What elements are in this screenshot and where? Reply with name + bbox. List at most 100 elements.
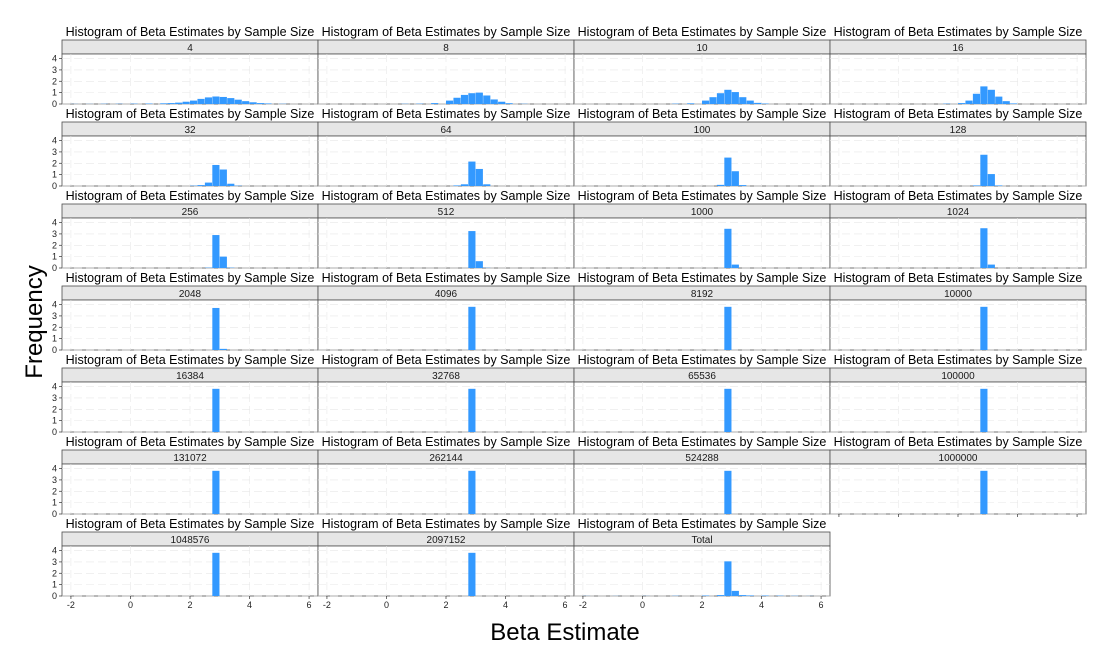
histogram-bar	[227, 98, 235, 104]
histogram-panel: Histogram of Beta Estimates by Sample Si…	[573, 353, 831, 433]
histogram-bar	[219, 348, 227, 350]
histogram-bar	[724, 89, 732, 104]
y-tick-label: 1	[52, 252, 57, 262]
y-tick-label: 3	[52, 65, 57, 75]
y-tick-label: 3	[52, 475, 57, 485]
histogram-bar	[724, 157, 732, 186]
histogram-bar	[995, 185, 1003, 186]
histogram-bar	[739, 185, 747, 186]
histogram-bar	[731, 264, 739, 268]
y-tick-label: 4	[52, 300, 57, 310]
histogram-panel: Histogram of Beta Estimates by Sample Si…	[317, 189, 575, 269]
x-tick-label: 2	[699, 600, 704, 610]
histogram-bar	[475, 168, 483, 186]
facet-label: 16384	[176, 371, 204, 382]
y-tick-label: 4	[52, 136, 57, 146]
panel-title: Histogram of Beta Estimates by Sample Si…	[322, 435, 571, 449]
panel-title: Histogram of Beta Estimates by Sample Si…	[66, 517, 315, 531]
facet-label: 64	[440, 125, 452, 136]
panel-title: Histogram of Beta Estimates by Sample Si…	[578, 25, 827, 39]
histogram-bar	[197, 185, 205, 186]
x-tick-label: 6	[819, 600, 824, 610]
y-tick-label: 2	[52, 76, 57, 86]
facet-label: 4	[187, 43, 193, 54]
histogram-panel: Histogram of Beta Estimates by Sample Si…	[573, 271, 831, 351]
panel-title: Histogram of Beta Estimates by Sample Si…	[834, 25, 1083, 39]
histogram-bar	[468, 470, 476, 514]
histogram-bar	[724, 306, 732, 350]
histogram-bar	[446, 100, 454, 104]
facet-label: 1024	[947, 207, 970, 218]
histogram-bar	[468, 552, 476, 596]
y-tick-label: 2	[52, 486, 57, 496]
histogram-panel: Histogram of Beta Estimates by Sample Si…	[317, 107, 575, 187]
histogram-bar	[987, 264, 995, 268]
facet-label: 16	[952, 43, 964, 54]
histogram-bar	[731, 171, 739, 186]
histogram-panel: Histogram of Beta Estimates by Sample Si…	[573, 25, 831, 105]
histogram-bar	[702, 100, 710, 104]
facet-label: 10000	[944, 289, 972, 300]
histogram-bar	[460, 184, 469, 186]
facet-label: 65536	[688, 371, 716, 382]
histogram-bar	[687, 103, 695, 104]
facet-label: 512	[438, 207, 455, 218]
histogram-bar	[716, 184, 725, 186]
panel-title: Histogram of Beta Estimates by Sample Si…	[322, 353, 571, 367]
x-tick-label: 0	[640, 600, 645, 610]
y-tick-label: 4	[52, 218, 57, 228]
histogram-bar	[212, 552, 220, 596]
y-tick-label: 4	[52, 54, 57, 64]
histogram-bar	[175, 102, 183, 104]
panel-title: Histogram of Beta Estimates by Sample Si…	[322, 189, 571, 203]
y-tick-label: 3	[52, 147, 57, 157]
histogram-bar	[483, 95, 491, 104]
panel-title: Histogram of Beta Estimates by Sample Si…	[578, 353, 827, 367]
histogram-bar	[972, 93, 981, 104]
histogram-bar	[234, 99, 242, 104]
y-tick-label: 2	[52, 158, 57, 168]
histogram-panel: Histogram of Beta Estimates by Sample Si…	[317, 25, 575, 105]
histogram-panel: Histogram of Beta Estimates by Sample Si…	[573, 435, 831, 515]
histogram-panel: Histogram of Beta Estimates by Sample Si…	[829, 353, 1087, 433]
histogram-bar	[746, 100, 754, 104]
panel-title: Histogram of Beta Estimates by Sample Si…	[322, 107, 571, 121]
panel-title: Histogram of Beta Estimates by Sample Si…	[66, 353, 315, 367]
histogram-panel: Histogram of Beta Estimates by Sample Si…	[829, 25, 1087, 105]
x-tick-label: 4	[759, 600, 764, 610]
histogram-bar	[739, 595, 747, 596]
histogram-bar	[468, 306, 476, 350]
histogram-bar	[483, 184, 491, 186]
facet-label: 128	[950, 125, 967, 136]
histogram-bar	[980, 470, 988, 514]
panel-title: Histogram of Beta Estimates by Sample Si…	[66, 107, 315, 121]
histogram-panel: Histogram of Beta Estimates by Sample Si…	[52, 353, 319, 437]
histogram-panel: Histogram of Beta Estimates by Sample Si…	[317, 271, 575, 351]
histogram-bar	[453, 185, 461, 186]
x-tick-label: -2	[579, 600, 587, 610]
histogram-bar	[219, 96, 227, 104]
histogram-bar	[965, 100, 973, 104]
facet-label: 2048	[179, 289, 202, 300]
histogram-bar	[475, 261, 483, 268]
y-tick-label: 3	[52, 311, 57, 321]
facet-label: 131072	[173, 453, 207, 464]
y-tick-label: 0	[52, 509, 57, 519]
facet-label: 100000	[941, 371, 975, 382]
histogram-bar	[212, 388, 220, 432]
histogram-bar	[724, 228, 732, 268]
histogram-bar	[739, 97, 747, 104]
histogram-panel: Histogram of Beta Estimates by Sample Si…	[829, 107, 1087, 187]
histogram-bar	[724, 561, 732, 596]
histogram-bar	[204, 97, 213, 104]
panel-title: Histogram of Beta Estimates by Sample Si…	[834, 435, 1083, 449]
histogram-bar	[498, 101, 506, 104]
histogram-bar	[197, 98, 205, 104]
y-tick-label: 1	[52, 580, 57, 590]
histogram-bar	[242, 101, 250, 104]
facet-label: 10	[696, 43, 708, 54]
x-tick-label: 2	[187, 600, 192, 610]
histogram-bar	[958, 103, 966, 104]
histogram-bar	[475, 92, 483, 104]
